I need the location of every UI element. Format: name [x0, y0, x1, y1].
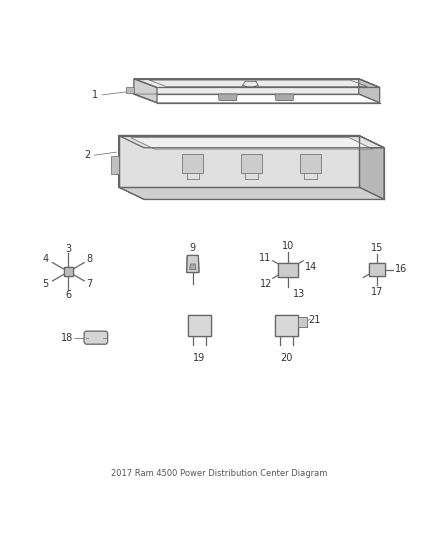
Polygon shape	[300, 154, 321, 173]
Polygon shape	[218, 94, 237, 101]
Polygon shape	[359, 135, 384, 199]
Text: 4: 4	[42, 254, 48, 264]
Text: 13: 13	[293, 288, 305, 298]
Text: 8: 8	[86, 254, 92, 264]
Polygon shape	[131, 138, 373, 149]
Text: 6: 6	[65, 290, 71, 300]
Text: 21: 21	[308, 315, 321, 325]
Text: 11: 11	[259, 253, 272, 263]
Polygon shape	[134, 79, 157, 103]
Polygon shape	[134, 79, 380, 87]
Text: 16: 16	[395, 264, 407, 273]
Polygon shape	[187, 255, 199, 272]
FancyBboxPatch shape	[84, 331, 108, 344]
Polygon shape	[279, 263, 297, 277]
Polygon shape	[119, 135, 144, 199]
Text: 14: 14	[305, 262, 318, 272]
Text: 10: 10	[282, 241, 294, 252]
Text: 2017 Ram 4500 Power Distribution Center Diagram: 2017 Ram 4500 Power Distribution Center …	[111, 470, 327, 479]
Polygon shape	[298, 317, 307, 327]
Polygon shape	[275, 94, 294, 101]
Polygon shape	[64, 268, 73, 276]
Polygon shape	[119, 135, 359, 187]
Text: 15: 15	[371, 243, 383, 253]
Text: 12: 12	[260, 279, 272, 288]
Text: 5: 5	[42, 279, 48, 289]
Polygon shape	[369, 263, 385, 276]
Polygon shape	[111, 157, 119, 174]
Polygon shape	[359, 135, 384, 199]
Text: 17: 17	[371, 287, 383, 297]
Polygon shape	[134, 79, 359, 94]
Polygon shape	[127, 87, 134, 93]
Text: 7: 7	[86, 279, 92, 289]
Text: 3: 3	[65, 244, 71, 254]
Text: 9: 9	[190, 243, 196, 253]
Polygon shape	[241, 154, 262, 173]
Polygon shape	[359, 79, 380, 103]
Polygon shape	[188, 314, 211, 336]
Text: 20: 20	[280, 353, 293, 363]
Text: 19: 19	[193, 353, 205, 363]
Polygon shape	[119, 187, 384, 199]
Polygon shape	[119, 135, 384, 148]
Text: 2: 2	[84, 150, 90, 160]
Polygon shape	[190, 264, 196, 270]
Polygon shape	[276, 314, 298, 336]
Text: 18: 18	[61, 333, 74, 343]
Text: 1: 1	[92, 90, 98, 100]
Polygon shape	[182, 154, 203, 173]
